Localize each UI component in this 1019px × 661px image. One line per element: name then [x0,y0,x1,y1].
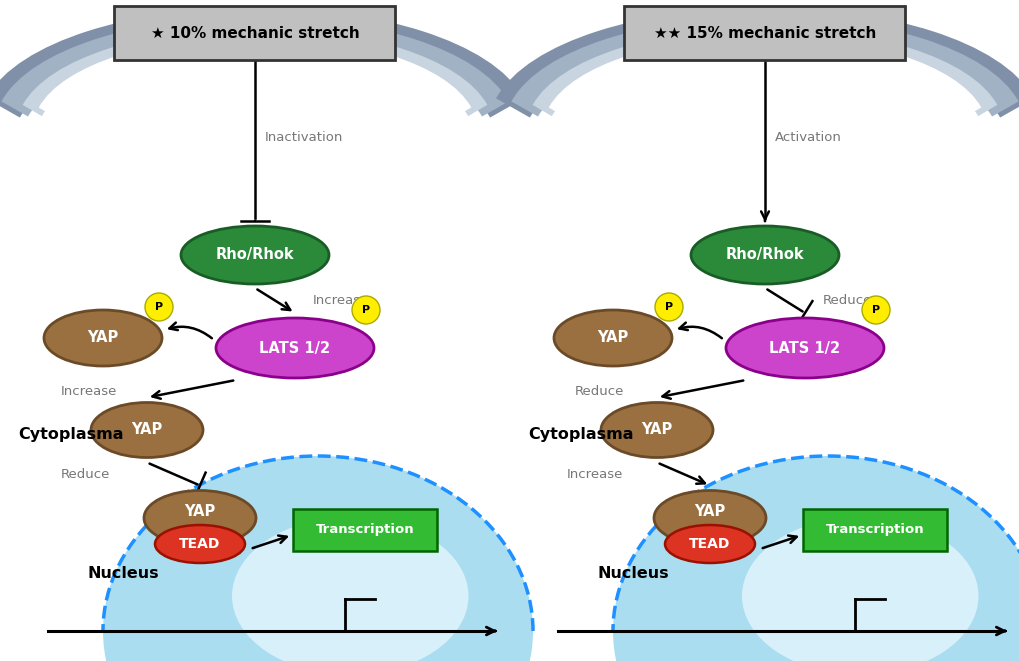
Circle shape [145,293,173,321]
FancyBboxPatch shape [624,6,905,60]
Text: YAP: YAP [641,422,672,438]
Text: ★★ 15% mechanic stretch: ★★ 15% mechanic stretch [653,26,875,40]
Ellipse shape [231,518,468,661]
Text: Rho/Rhok: Rho/Rhok [725,247,804,262]
Circle shape [861,296,890,324]
Text: YAP: YAP [131,422,162,438]
Text: P: P [871,305,879,315]
Ellipse shape [155,525,245,563]
Ellipse shape [653,490,765,545]
Text: Cytoplasma: Cytoplasma [528,428,633,442]
Text: TEAD: TEAD [689,537,730,551]
Text: Activation: Activation [774,131,841,144]
Text: ★ 10% mechanic stretch: ★ 10% mechanic stretch [151,26,359,40]
Text: P: P [664,302,673,312]
Ellipse shape [103,456,533,661]
Text: Increase: Increase [567,467,623,481]
Text: Reduce: Reduce [574,385,623,398]
Text: Transcription: Transcription [315,524,414,537]
Ellipse shape [44,310,162,366]
Text: TEAD: TEAD [179,537,220,551]
Ellipse shape [612,456,1019,661]
Circle shape [654,293,683,321]
FancyBboxPatch shape [802,509,946,551]
Text: YAP: YAP [184,504,215,518]
Text: Reduce: Reduce [822,295,871,307]
Text: Increase: Increase [61,385,117,398]
Text: Inactivation: Inactivation [265,131,343,144]
FancyBboxPatch shape [292,509,436,551]
Text: YAP: YAP [597,330,628,346]
Ellipse shape [216,318,374,378]
Ellipse shape [690,226,839,284]
Ellipse shape [726,318,883,378]
Ellipse shape [741,518,977,661]
Ellipse shape [144,490,256,545]
Text: Reduce: Reduce [60,467,110,481]
Ellipse shape [91,403,203,457]
Ellipse shape [600,403,712,457]
Ellipse shape [553,310,672,366]
Text: Nucleus: Nucleus [88,566,159,580]
Text: YAP: YAP [694,504,725,518]
Text: LATS 1/2: LATS 1/2 [768,340,840,356]
Text: P: P [155,302,163,312]
Text: Cytoplasma: Cytoplasma [18,428,123,442]
Circle shape [352,296,380,324]
Text: Increase: Increase [313,295,369,307]
Text: YAP: YAP [88,330,118,346]
Text: Transcription: Transcription [824,524,923,537]
FancyBboxPatch shape [114,6,395,60]
Text: Rho/Rhok: Rho/Rhok [215,247,294,262]
Text: Nucleus: Nucleus [597,566,668,580]
Text: P: P [362,305,370,315]
Ellipse shape [664,525,754,563]
Text: LATS 1/2: LATS 1/2 [259,340,330,356]
Ellipse shape [180,226,329,284]
